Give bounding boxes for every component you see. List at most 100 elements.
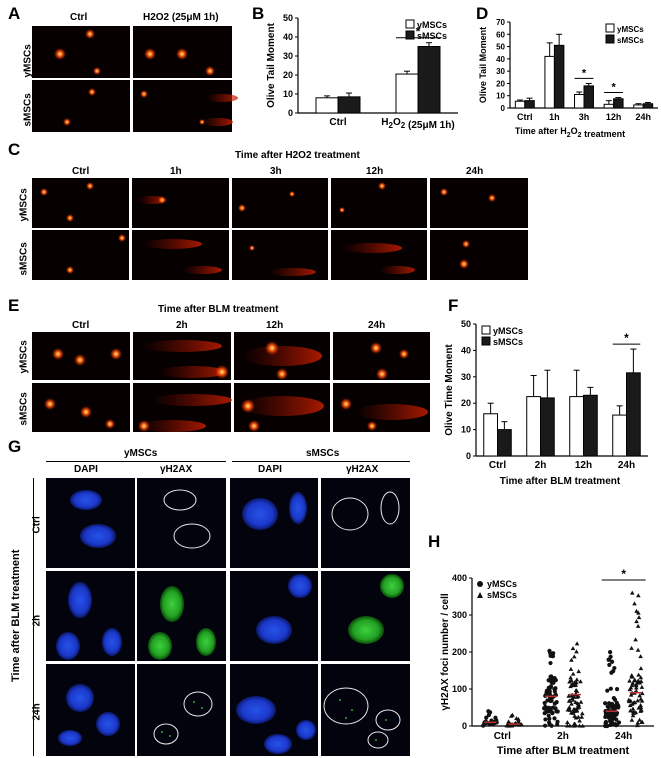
- col-label-g-h2ax-2: γH2AX: [346, 464, 379, 475]
- scatter-point-sMSCs: [577, 718, 582, 723]
- scatter-point-sMSCs: [638, 654, 643, 659]
- scatter-point-sMSCs: [634, 619, 639, 624]
- scatter-point-yMSCs: [543, 706, 548, 711]
- scatter-point-sMSCs: [568, 675, 573, 680]
- scatter-point-sMSCs: [569, 657, 574, 662]
- bar-yMSCs-1: [395, 73, 419, 114]
- x-tick-label: 24h: [615, 731, 632, 742]
- legend-label-yMSCs: yMSCs: [493, 326, 523, 336]
- scatter-point-sMSCs: [565, 723, 570, 728]
- scatter-point-sMSCs: [636, 615, 642, 620]
- y-tick-label: 20: [496, 79, 505, 88]
- scatter-point-sMSCs: [509, 723, 515, 728]
- panel-e-title: Time after BLM treatment: [158, 304, 279, 315]
- y-tick-label: 300: [452, 610, 467, 620]
- y-tick-label: 0: [466, 451, 471, 461]
- col-label-e-ctrl: Ctrl: [72, 320, 90, 331]
- scatter-point-sMSCs: [630, 701, 635, 706]
- scatter-point-yMSCs: [614, 710, 620, 716]
- x-tick-label: 12h: [606, 112, 622, 122]
- x-tick-label: 3h: [579, 112, 590, 122]
- col-label-c-ctrl: Ctrl: [72, 166, 90, 177]
- x-tick-label: H2O2 (25μM 1h): [381, 117, 454, 131]
- panel-label-a: A: [8, 4, 21, 23]
- scatter-point-yMSCs: [614, 687, 620, 692]
- col-label-ctrl: Ctrl: [70, 12, 88, 23]
- legend-swatch-sMSCs: [605, 34, 615, 44]
- group-line-ymscs: [46, 461, 226, 462]
- col-label-c-1h: 1h: [170, 166, 182, 177]
- legend-swatch-yMSCs: [605, 23, 615, 33]
- legend-swatch-sMSCs: [405, 30, 415, 40]
- scatter-point-sMSCs: [568, 684, 573, 689]
- scatter-point-sMSCs: [629, 674, 635, 679]
- y-tick-label: 40: [496, 55, 505, 64]
- scatter-point-yMSCs: [549, 674, 554, 679]
- panel-label-f: F: [448, 296, 459, 315]
- y-axis-label: Olive Time Moment: [444, 344, 455, 436]
- bar-sMSCs-3: [613, 98, 624, 109]
- row-label-c-smscs: sMSCs: [18, 242, 30, 276]
- scatter-point-sMSCs: [639, 719, 645, 724]
- legend-swatch-yMSCs: [481, 325, 491, 335]
- y-tick-label: 20: [283, 70, 293, 80]
- y-tick-label: 20: [461, 398, 471, 408]
- y-tick-label: 100: [452, 684, 467, 694]
- significance-star: *: [582, 67, 587, 79]
- x-axis-label: Time after BLM treatment: [500, 476, 621, 487]
- legend-label-yMSCs: yMSCs: [417, 20, 447, 30]
- scatter-point-yMSCs: [610, 714, 616, 719]
- scatter-point-sMSCs: [571, 654, 577, 659]
- x-tick-label: 12h: [575, 460, 592, 471]
- legend-marker-yMSCs: [477, 581, 483, 587]
- scatter-point-yMSCs: [548, 660, 553, 666]
- scatter-point-yMSCs: [546, 678, 551, 683]
- scatter-point-sMSCs: [574, 707, 580, 712]
- y-tick-label: 50: [461, 319, 471, 329]
- col-label-c-24h: 24h: [466, 166, 484, 177]
- scatter-point-sMSCs: [629, 717, 635, 722]
- bar-sMSCs-1: [417, 46, 441, 114]
- scatter-point-sMSCs: [638, 666, 644, 671]
- chart-d: 0 10 20 30 40 50 60 70 Olive Tail Moment Ctrl 1h 3h…: [478, 18, 658, 139]
- scatter-point-sMSCs: [577, 723, 582, 728]
- y-tick-label: 0: [501, 104, 506, 113]
- scatter-point-sMSCs: [567, 707, 573, 712]
- scatter-point-yMSCs: [552, 716, 557, 721]
- panel-label-g: G: [8, 437, 22, 456]
- y-tick-label: 50: [496, 43, 505, 52]
- y-tick-label: 30: [496, 67, 505, 76]
- y-tick-label: 200: [452, 647, 467, 657]
- scatter-point-sMSCs: [637, 680, 643, 685]
- scatter-point-sMSCs: [567, 679, 572, 684]
- bar-sMSCs-3: [626, 372, 641, 457]
- row-label-g-24h: 24h: [31, 703, 43, 721]
- group-label-ymscs: yMSCs: [124, 448, 158, 459]
- scatter-point-sMSCs: [636, 705, 642, 710]
- bar-yMSCs-0: [514, 100, 526, 109]
- scatter-point-sMSCs: [633, 710, 639, 715]
- scatter-point-sMSCs: [568, 666, 574, 671]
- x-axis-label: Time after H2O2 treatment: [515, 126, 625, 139]
- scatter-point-sMSCs: [629, 645, 634, 650]
- scatter-point-sMSCs: [580, 723, 585, 728]
- scatter-point-yMSCs: [549, 710, 554, 715]
- scatter-point-yMSCs: [553, 678, 558, 683]
- x-tick-label: 2h: [557, 731, 569, 742]
- scatter-point-sMSCs: [575, 701, 581, 706]
- scatter-point-yMSCs: [614, 717, 619, 722]
- bar-yMSCs-1: [526, 396, 541, 457]
- scatter-point-yMSCs: [603, 714, 608, 720]
- bar-sMSCs-4: [642, 103, 654, 109]
- scatter-point-yMSCs: [611, 669, 616, 674]
- scatter-point-yMSCs: [487, 710, 493, 715]
- scatter-point-sMSCs: [636, 593, 641, 598]
- scatter-point-yMSCs: [609, 659, 615, 664]
- bar-sMSCs-0: [497, 429, 512, 457]
- scatter-point-sMSCs: [639, 698, 645, 703]
- scatter-point-sMSCs: [578, 699, 584, 704]
- comet-image-a: [32, 26, 238, 132]
- row-label-g-2h: 2h: [31, 614, 43, 627]
- scatter-point-sMSCs: [637, 717, 642, 722]
